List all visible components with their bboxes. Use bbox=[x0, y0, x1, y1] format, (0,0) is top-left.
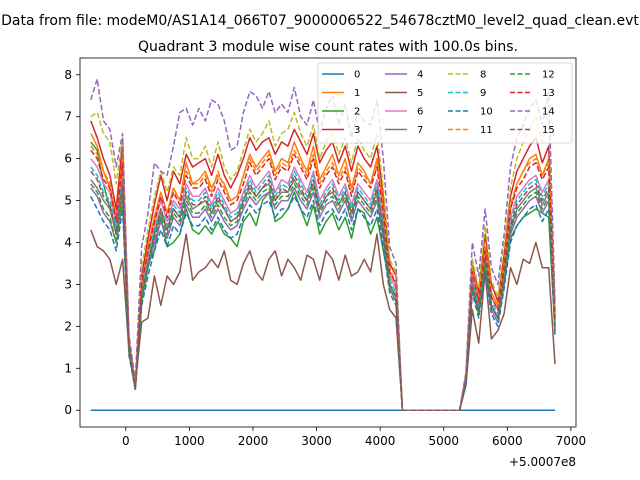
legend-label-7: 7 bbox=[417, 125, 423, 136]
y-tick-label: 8 bbox=[64, 68, 72, 82]
legend-label-3: 3 bbox=[354, 125, 360, 136]
legend-label-1: 1 bbox=[354, 88, 360, 99]
series-line-13 bbox=[90, 149, 556, 411]
legend-label-15: 15 bbox=[542, 125, 555, 136]
x-axis-offset-label: +5.0007e8 bbox=[509, 455, 576, 469]
series-line-14 bbox=[90, 78, 556, 411]
legend-label-2: 2 bbox=[354, 107, 360, 118]
y-tick-label: 2 bbox=[64, 319, 72, 333]
y-tick-label: 5 bbox=[64, 194, 72, 208]
x-tick-label: 7000 bbox=[556, 434, 587, 448]
series-line-8 bbox=[90, 111, 556, 411]
chart-title: Quadrant 3 module wise count rates with … bbox=[138, 39, 518, 55]
series-line-10 bbox=[90, 195, 556, 411]
y-tick-label: 3 bbox=[64, 277, 72, 291]
legend-label-8: 8 bbox=[480, 70, 486, 81]
legend-label-9: 9 bbox=[480, 88, 486, 99]
y-tick-label: 1 bbox=[64, 361, 72, 375]
figure-suptitle: Data from file: modeM0/AS1A14_066T07_900… bbox=[1, 13, 639, 29]
y-tick-label: 6 bbox=[64, 152, 72, 166]
x-tick-label: 3000 bbox=[301, 434, 332, 448]
legend-label-5: 5 bbox=[417, 88, 423, 99]
legend-label-10: 10 bbox=[480, 107, 493, 118]
legend-label-12: 12 bbox=[542, 70, 555, 81]
y-tick-label: 7 bbox=[64, 110, 72, 124]
x-tick-label: 2000 bbox=[238, 434, 269, 448]
legend-label-14: 14 bbox=[542, 107, 555, 118]
y-axis: 0 1 2 3 4 5 6 7 8 bbox=[64, 68, 80, 417]
series-line-5 bbox=[90, 229, 556, 411]
x-tick-label: 6000 bbox=[492, 434, 523, 448]
x-tick-label: 4000 bbox=[365, 434, 396, 448]
y-tick-label: 0 bbox=[64, 403, 72, 417]
y-tick-label: 4 bbox=[64, 236, 72, 250]
legend-label-4: 4 bbox=[417, 70, 423, 81]
x-axis: 0 1000 2000 3000 4000 5000 6000 7000 bbox=[122, 427, 586, 448]
series-line-11 bbox=[90, 145, 556, 411]
series-line-6 bbox=[90, 158, 556, 411]
x-tick-label: 0 bbox=[122, 434, 130, 448]
legend-label-0: 0 bbox=[354, 70, 360, 81]
legend-label-6: 6 bbox=[417, 107, 423, 118]
legend-frame bbox=[317, 62, 573, 144]
x-tick-label: 5000 bbox=[428, 434, 459, 448]
series-line-3 bbox=[90, 120, 556, 411]
plot-area bbox=[90, 78, 556, 411]
series-line-7 bbox=[90, 178, 556, 411]
x-tick-label: 1000 bbox=[174, 434, 205, 448]
legend-label-11: 11 bbox=[480, 125, 493, 136]
series-line-12 bbox=[90, 183, 556, 411]
legend-label-13: 13 bbox=[542, 88, 555, 99]
